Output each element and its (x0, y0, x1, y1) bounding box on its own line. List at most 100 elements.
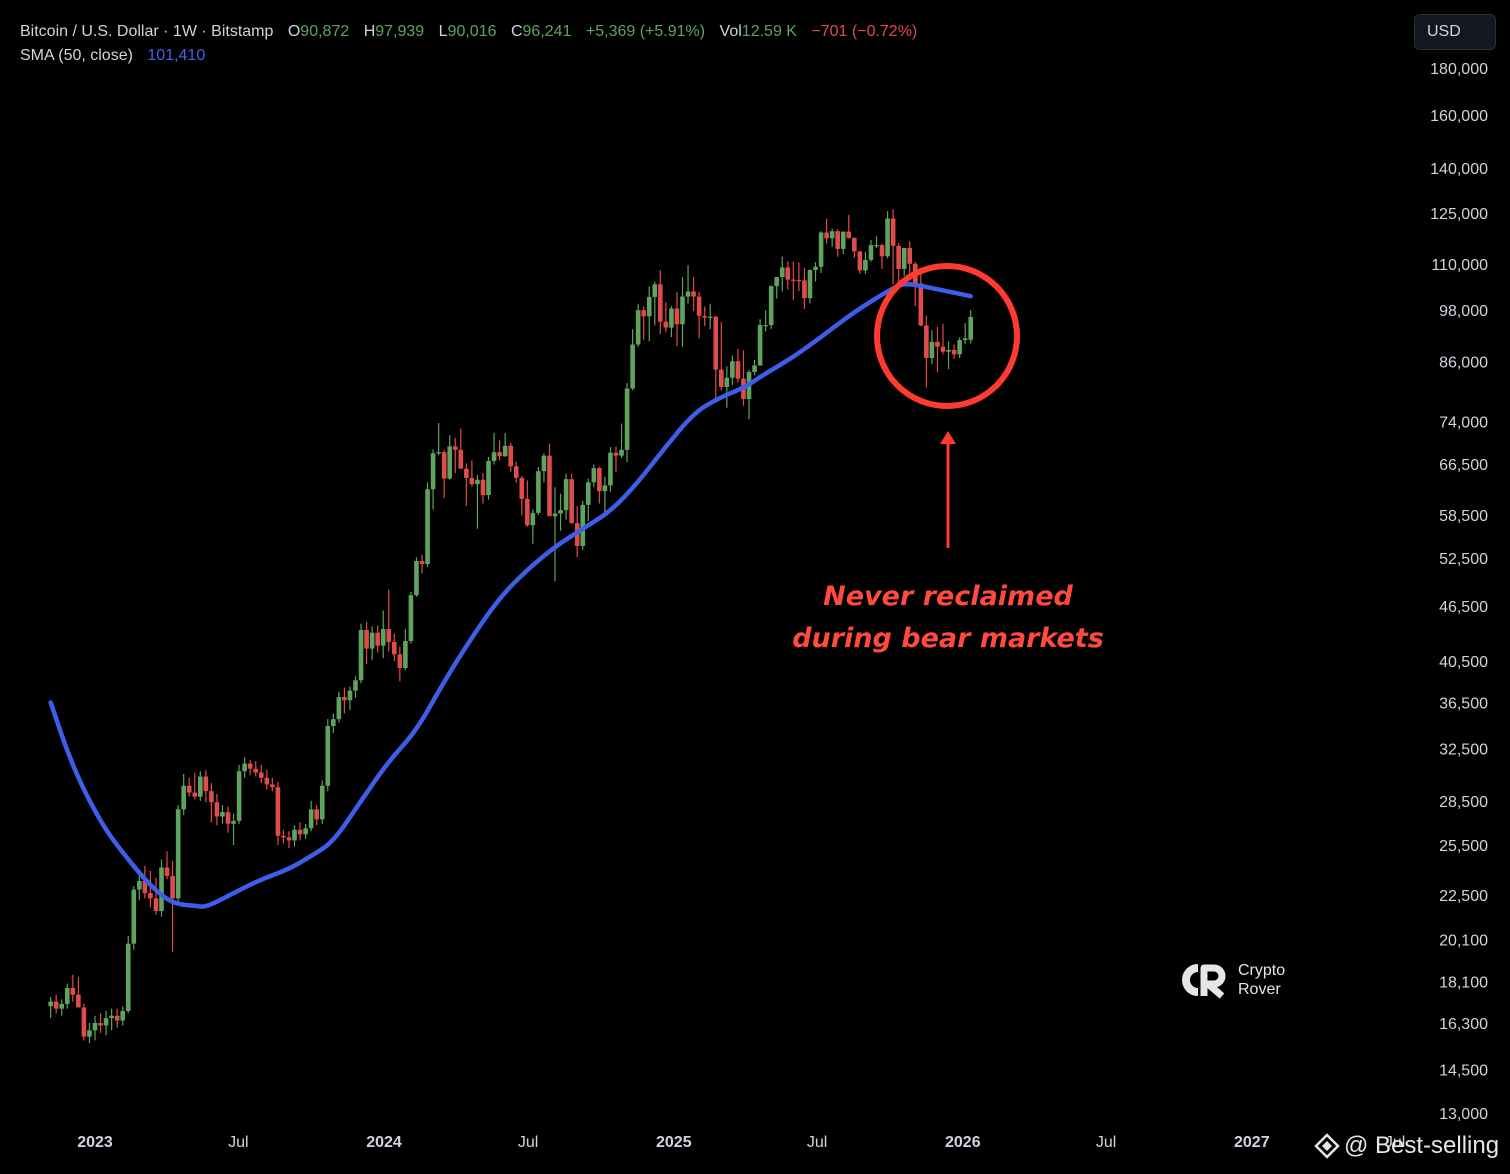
candle-body (475, 479, 480, 485)
symbol-title[interactable]: Bitcoin / U.S. Dollar · 1W · Bitstamp (20, 23, 274, 40)
candle-body (192, 792, 198, 797)
time-axis[interactable]: 2023 Jul 2024 Jul 2025 Jul 2026 Jul 2027 Jul (77, 1134, 1405, 1151)
candle-body (491, 452, 497, 461)
annotation-line-2: during bear markets (792, 623, 1104, 654)
candle-body (935, 341, 940, 347)
candle-body (281, 835, 286, 838)
candle-body (874, 245, 879, 247)
candle-body (863, 259, 868, 271)
highlight-circle (874, 263, 1020, 409)
candle-body (896, 245, 901, 269)
sma-row: SMA (50, close) 101,410 (20, 44, 917, 68)
price-tick-label: 52,500 (1439, 551, 1488, 568)
time-tick-label: 2025 (656, 1134, 692, 1151)
price-axis[interactable]: 180,000 160,000 140,000 125,000 110,000 98,00… (1430, 61, 1488, 1123)
price-tick-label: 13,000 (1439, 1106, 1488, 1123)
price-tick-label: 46,500 (1439, 599, 1488, 616)
candle-body (353, 680, 358, 691)
price-tick-label: 32,500 (1439, 742, 1488, 759)
candle-body (951, 349, 957, 355)
candle-body (824, 232, 829, 239)
time-tick-label: Jul (518, 1134, 538, 1151)
candle-body (497, 452, 502, 457)
price-tick-label: 36,500 (1439, 696, 1488, 713)
candle-body (76, 994, 81, 1008)
candle-body (214, 802, 220, 817)
candle-body (613, 452, 619, 456)
candle-body (258, 772, 264, 778)
candle-body (425, 489, 430, 565)
price-tick-label: 66,500 (1439, 457, 1488, 474)
candle-body (120, 1010, 126, 1021)
candle-body (879, 245, 885, 257)
candle-body (225, 812, 231, 824)
price-tick-label: 98,000 (1439, 303, 1488, 320)
price-tick-label: 86,000 (1439, 355, 1488, 372)
candle-body (852, 237, 857, 252)
volume-change: −701 (−0.72%) (811, 23, 918, 40)
candle-body (868, 245, 874, 260)
candle-body (696, 296, 702, 316)
candle-body (137, 880, 142, 890)
low-value: 90,016 (447, 23, 497, 40)
candle-body (286, 837, 292, 841)
candle-body (441, 452, 447, 479)
price-tick-label: 40,500 (1439, 654, 1488, 671)
candle-body (730, 361, 735, 378)
candle-body (630, 344, 635, 389)
time-tick-label: Jul (1096, 1134, 1116, 1151)
candle-body (48, 1001, 53, 1007)
candle-body (270, 784, 275, 788)
price-tick-label: 74,000 (1439, 414, 1488, 431)
candle-body (142, 880, 148, 894)
candle-body (763, 325, 768, 327)
candle-body (563, 479, 569, 511)
candle-body (946, 349, 951, 352)
volume-value: 12.59 K (741, 23, 797, 40)
candle-body (713, 316, 719, 370)
candle-body (558, 510, 563, 514)
candle-body (81, 1007, 87, 1037)
candle-body (674, 308, 680, 325)
candle-body (297, 829, 303, 835)
currency-button[interactable]: USD (1414, 14, 1496, 50)
candle-body (275, 787, 281, 836)
sma-label[interactable]: SMA (50, close) (20, 47, 133, 64)
low-label: L (438, 23, 448, 40)
high-label: H (363, 23, 376, 40)
candle-body (447, 446, 453, 479)
close-value: 96,241 (522, 23, 572, 40)
candle-body (918, 283, 924, 326)
candle-body (724, 377, 730, 387)
candle-body (486, 460, 491, 496)
candle-body (857, 251, 863, 271)
candle-body (430, 453, 436, 490)
price-tick-label: 125,000 (1430, 206, 1488, 223)
candle-body (846, 231, 852, 238)
candle-body (530, 512, 536, 526)
candle-body (646, 296, 652, 317)
candle-body (929, 341, 935, 359)
candle-body (364, 629, 369, 649)
candle-body (253, 768, 259, 773)
candle-body (70, 987, 76, 995)
candle-body (153, 898, 159, 912)
candle-body (519, 477, 525, 499)
candle-body (658, 284, 663, 322)
candle-body (680, 296, 685, 325)
price-tick-label: 16,300 (1439, 1016, 1488, 1033)
candle-body (962, 338, 968, 341)
chart-legend: Bitcoin / U.S. Dollar · 1W · Bitstamp O9… (20, 20, 917, 68)
price-tick-label: 58,500 (1439, 508, 1488, 525)
candle-body (813, 266, 818, 271)
candle-body (164, 867, 170, 876)
candle-body (480, 479, 486, 496)
candle-body (103, 1018, 109, 1026)
time-tick-label: 2024 (366, 1134, 402, 1151)
candle-body (336, 697, 342, 720)
candle-body (901, 247, 907, 269)
candle-body (752, 365, 757, 372)
candle-body (774, 277, 780, 287)
time-tick-label: 2027 (1234, 1134, 1270, 1151)
